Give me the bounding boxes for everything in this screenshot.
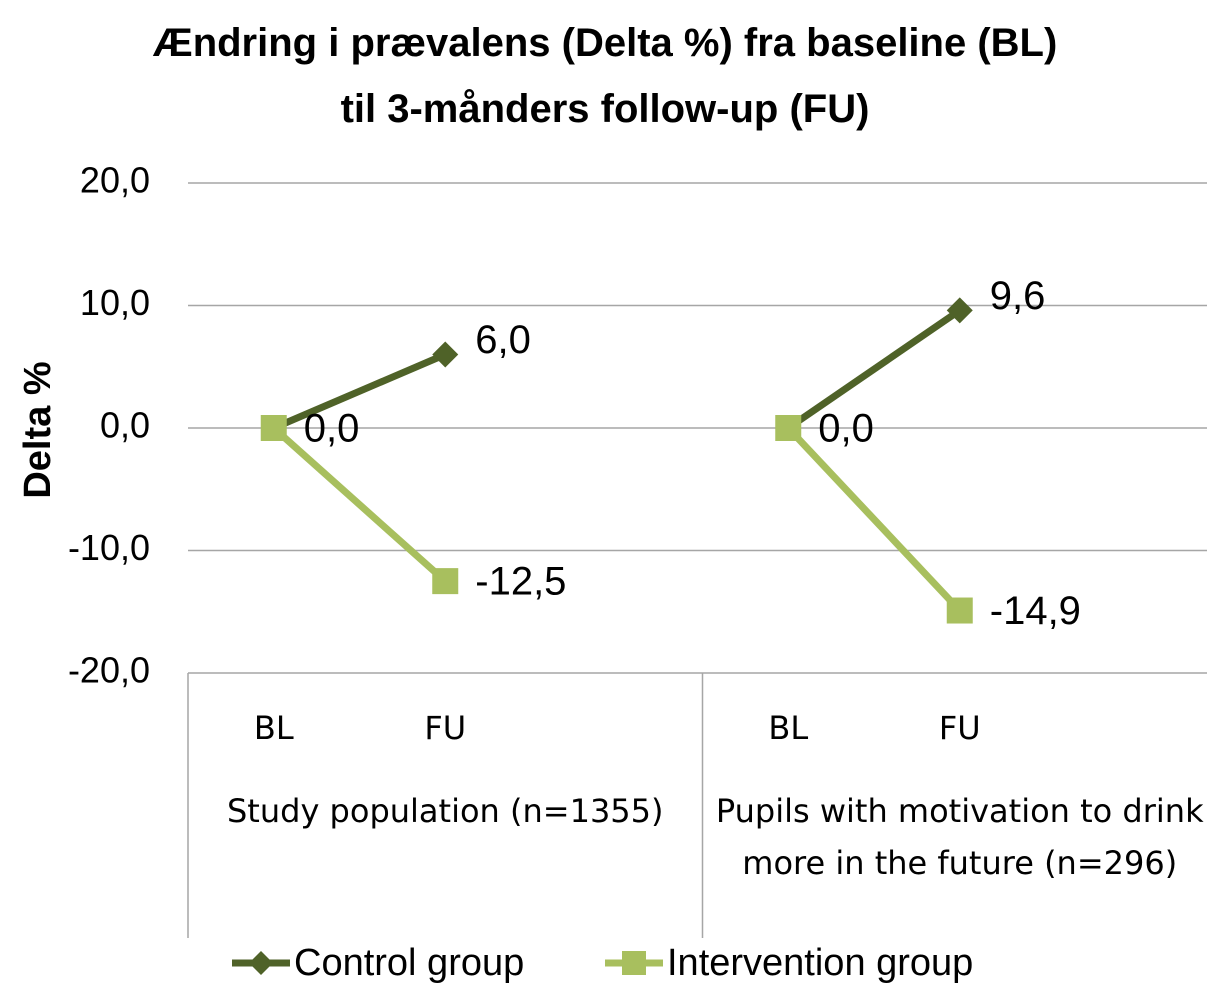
y-tick-label: 0,0	[100, 405, 150, 446]
marker	[432, 341, 459, 368]
legend-label: Control group	[294, 942, 524, 984]
y-tick-label: -20,0	[68, 650, 150, 691]
marker	[775, 415, 802, 441]
legend-label: Intervention group	[667, 942, 973, 984]
x-tick-label: FU	[939, 709, 981, 747]
data-label: 9,6	[990, 274, 1046, 318]
data-label: -14,9	[990, 589, 1081, 633]
x-tick-label: BL	[768, 709, 808, 747]
data-label: 0,0	[304, 407, 360, 451]
y-tick-label: 10,0	[80, 282, 150, 323]
y-tick-label: -10,0	[68, 527, 150, 568]
marker	[260, 415, 287, 441]
chart-title: Ændring i prævalens (Delta %) fra baseli…	[152, 21, 1058, 131]
group-label: Study population (n=1355)	[226, 792, 664, 830]
group-label: Pupils with motivation to drink more in …	[715, 792, 1204, 882]
y-tick-label: 20,0	[80, 160, 150, 201]
series-line	[272, 351, 447, 432]
marker	[946, 597, 973, 624]
x-tick-label: FU	[424, 709, 466, 747]
data-label: 6,0	[475, 318, 531, 362]
series-line	[271, 425, 448, 584]
y-axis-label: Delta %	[17, 361, 59, 498]
data-label: 0,0	[818, 407, 874, 451]
marker	[946, 297, 973, 324]
marker	[432, 568, 459, 595]
legend-marker	[622, 951, 646, 975]
x-tick-label: BL	[254, 709, 294, 747]
legend-marker	[249, 951, 273, 975]
data-label: -12,5	[475, 560, 566, 604]
series-line	[785, 425, 963, 613]
series-line	[786, 307, 962, 431]
